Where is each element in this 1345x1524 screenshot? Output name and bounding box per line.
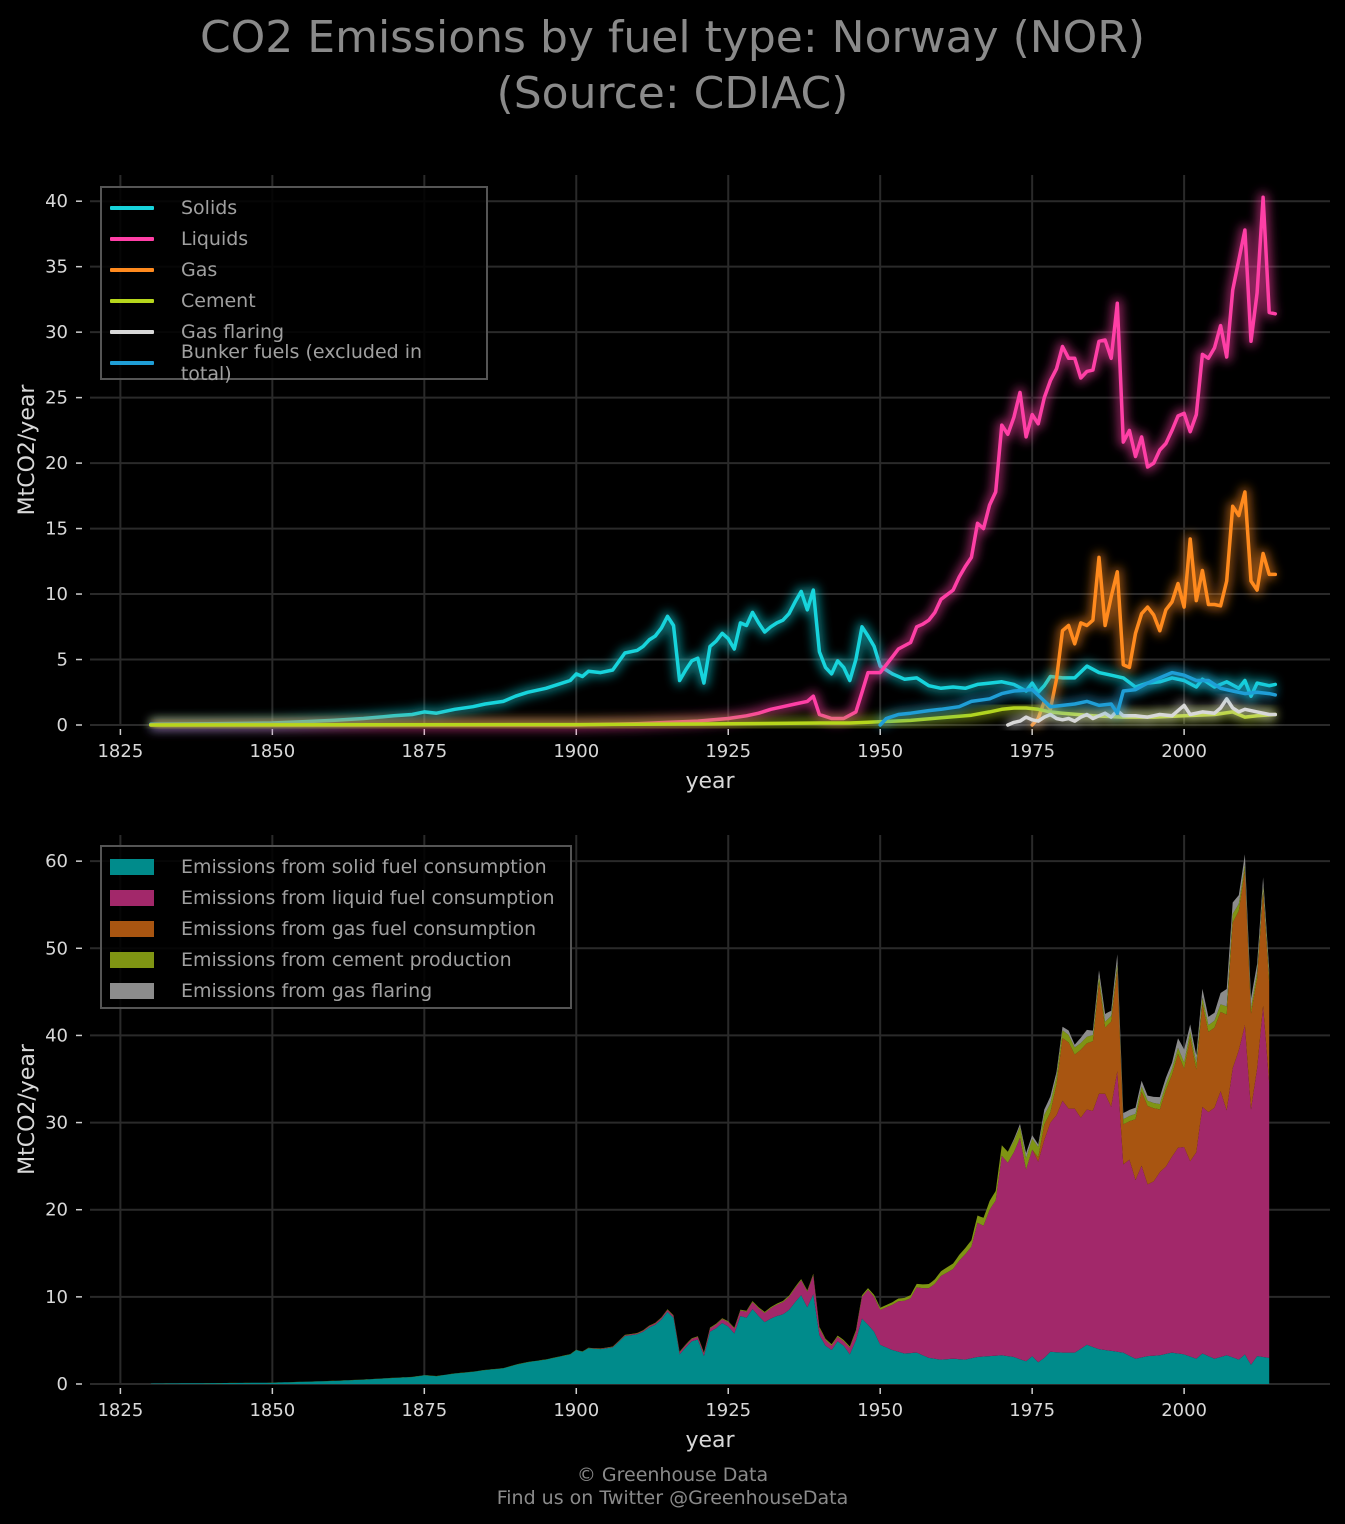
area-chart-x-tick-label: 2000 (1161, 1400, 1207, 1421)
area-chart-x-tick-label: 1850 (249, 1400, 295, 1421)
line-chart-y-tick-label: 5 (57, 650, 68, 671)
line-chart-y-tick-label: 40 (45, 191, 68, 212)
footer-twitter: Find us on Twitter @GreenhouseData (496, 1487, 849, 1509)
legend-item: Liquids (110, 223, 478, 254)
legend-swatch (110, 982, 154, 999)
line-chart-y-tick-label: 0 (57, 715, 68, 736)
area-chart-y-tick-label: 10 (45, 1287, 68, 1308)
area-chart-y-axis-label: MtCO2/year (15, 1043, 40, 1175)
legend-label: Emissions from liquid fuel consumption (181, 886, 555, 909)
area-chart-y-tick-label: 30 (45, 1113, 68, 1134)
legend-item: Emissions from gas fuel consumption (110, 913, 562, 944)
legend-label: Gas flaring (181, 320, 285, 343)
footer-copyright: © Greenhouse Data (576, 1464, 769, 1486)
chart-title-line1: CO2 Emissions by fuel type: Norway (NOR) (199, 12, 1146, 63)
legend-item: Bunker fuels (excluded in total) (110, 341, 478, 385)
legend-item: Emissions from liquid fuel consumption (110, 882, 562, 913)
legend-swatch (110, 889, 154, 906)
legend-swatch (110, 329, 154, 334)
line-chart-y-tick-label: 10 (45, 584, 68, 605)
area-chart-x-axis-label: year (685, 1428, 735, 1453)
line-chart-x-tick-label: 1875 (401, 741, 447, 762)
line-chart-legend: Solids Liquids Gas Cement Gas flaring Bunker … (100, 186, 488, 385)
legend-swatch (110, 360, 154, 365)
line-chart-x-tick-label: 1850 (249, 741, 295, 762)
legend-swatch (110, 858, 154, 875)
line-chart-y-tick-label: 35 (45, 257, 68, 278)
series-line-gas (1030, 490, 1278, 727)
line-chart-x-tick-label: 2000 (1161, 741, 1207, 762)
area-chart-y-tick-label: 40 (45, 1025, 68, 1046)
line-chart-y-tick-label: 25 (45, 388, 68, 409)
legend-swatch (110, 920, 154, 937)
legend-item: Emissions from solid fuel consumption (110, 851, 562, 882)
line-chart-y-tick-label: 30 (45, 322, 68, 343)
legend-swatch (110, 205, 154, 210)
line-chart-y-tick-label: 20 (45, 453, 68, 474)
area-chart-x-tick-label: 1875 (401, 1400, 447, 1421)
area-area-gas (150, 869, 1270, 1384)
area-area-liquid (150, 1005, 1270, 1384)
legend-swatch (110, 267, 154, 272)
area-chart-x-tick-label: 1975 (1009, 1400, 1055, 1421)
line-chart-x-tick-label: 1900 (553, 741, 599, 762)
line-chart-y-tick-label: 15 (45, 519, 68, 540)
legend-item: Cement (110, 285, 478, 316)
legend-swatch (110, 236, 154, 241)
legend-label: Gas (181, 258, 218, 281)
series-line-bunker (878, 670, 1278, 727)
line-chart-grid (90, 175, 1330, 726)
line-chart: 1825 1850 1875 1900 1925 1950 1975 2000 0 5 10 15 20… (15, 175, 1330, 794)
legend-label: Emissions from gas flaring (181, 979, 433, 1002)
series-line-liquids (149, 195, 1278, 727)
legend-label: Liquids (181, 227, 249, 250)
series-line-solids (149, 588, 1278, 727)
area-chart-y-tick-label: 0 (57, 1374, 68, 1395)
line-chart-x-tick-label: 1925 (705, 741, 751, 762)
chart-title-line2: (Source: CDIAC) (496, 68, 849, 119)
legend-item: Gas flaring (110, 316, 478, 347)
line-chart-x-tick-label: 1975 (1009, 741, 1055, 762)
line-chart-x-axis-label: year (685, 769, 735, 794)
area-chart-legend: Emissions from solid fuel consumption Emi… (100, 845, 572, 1009)
legend-label: Bunker fuels (excluded in total) (180, 340, 423, 385)
legend-item: Emissions from gas flaring (110, 975, 562, 1006)
area-chart-y-tick-label: 50 (45, 938, 68, 959)
legend-label: Cement (181, 289, 256, 312)
area-chart-x-tick-label: 1925 (705, 1400, 751, 1421)
legend-item: Emissions from cement production (110, 944, 562, 975)
area-area-solid (150, 1294, 1270, 1384)
legend-swatch (110, 951, 154, 968)
line-chart-y-axis-label: MtCO2/year (15, 384, 40, 516)
legend-label: Emissions from solid fuel consumption (181, 855, 547, 878)
area-chart-y-tick-label: 20 (45, 1200, 68, 1221)
legend-item: Gas (110, 254, 478, 285)
legend-label: Solids (181, 196, 238, 219)
area-chart-x-tick-label: 1950 (857, 1400, 903, 1421)
legend-item: Solids (110, 192, 478, 223)
legend-label: Emissions from cement production (181, 948, 512, 971)
area-chart-x-tick-label: 1825 (97, 1400, 143, 1421)
legend-label: Emissions from gas fuel consumption (181, 917, 537, 940)
line-chart-x-tick-label: 1825 (97, 741, 143, 762)
legend-swatch (110, 298, 154, 303)
area-chart-y-tick-label: 60 (45, 851, 68, 872)
area-chart-x-tick-label: 1900 (553, 1400, 599, 1421)
line-chart-x-tick-label: 1950 (857, 741, 903, 762)
